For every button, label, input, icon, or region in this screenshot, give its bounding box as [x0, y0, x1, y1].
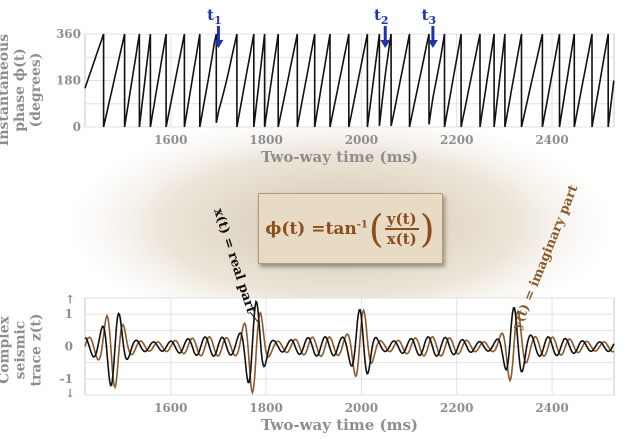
marker-subscript: 1: [214, 14, 222, 27]
formula-numerator: y(t): [384, 209, 419, 230]
phase-formula-box: ϕ(t) = tan-1 ( y(t) x(t) ): [258, 193, 443, 264]
phase-y-tick-label: 0: [73, 120, 81, 134]
trace-x-tick-label: 2000: [345, 401, 378, 415]
marker-arrow-head: [427, 40, 438, 48]
trace-axis-label: Complex seismic trace z(t): [0, 313, 45, 387]
marker-subscript: 2: [381, 14, 389, 27]
phase-x-axis-label: Two-way time (ms): [261, 148, 418, 166]
phase-x-tick-label: 1600: [154, 133, 187, 147]
trace-x-axis-label: Two-way time (ms): [261, 416, 418, 434]
formula-denominator: x(t): [386, 229, 417, 248]
trace-x-tick-label: 2400: [535, 401, 568, 415]
trace-y-tick-label: -1: [60, 372, 73, 386]
phase-y-tick-label: 180: [56, 74, 81, 88]
marker-label: t3: [422, 6, 437, 27]
marker-subscript: 3: [429, 14, 437, 27]
trace-x-tick-label: 1600: [154, 401, 187, 415]
real-part-trace: [84, 299, 615, 387]
left-paren: (: [368, 206, 384, 251]
formula-lhs: ϕ(t) =: [265, 218, 326, 239]
formula-func: tan-1: [325, 218, 368, 239]
formula-fraction: y(t) x(t): [384, 209, 419, 248]
phase-x-tick-label: 2000: [345, 133, 378, 147]
trace-y-tick-label: 0: [65, 340, 73, 354]
phase-x-tick-label: 1800: [249, 133, 282, 147]
phase-axis-label: Instantaneous phase ϕ(t) (degrees): [0, 33, 45, 147]
marker-label: t2: [374, 6, 389, 27]
phase-curve: [84, 33, 615, 128]
trace-x-tick-label: 1800: [249, 401, 282, 415]
trace-up-arrow: ↑: [65, 293, 75, 307]
phase-x-tick-label: 2200: [440, 133, 473, 147]
trace-x-tick-label: 2200: [440, 401, 473, 415]
marker-label: t1: [207, 6, 222, 27]
trace-down-arrow: ↓: [65, 386, 75, 400]
phase-formula: ϕ(t) = tan-1 ( y(t) x(t) ): [259, 194, 442, 263]
marker-arrow-head: [380, 40, 391, 48]
right-paren: ): [419, 206, 435, 251]
phase-x-tick-label: 2400: [535, 133, 568, 147]
marker-arrow-head: [213, 40, 224, 48]
phase-y-tick-label: 360: [56, 27, 81, 41]
real-part-leader: [249, 311, 259, 323]
trace-y-tick-label: 1: [65, 307, 73, 321]
